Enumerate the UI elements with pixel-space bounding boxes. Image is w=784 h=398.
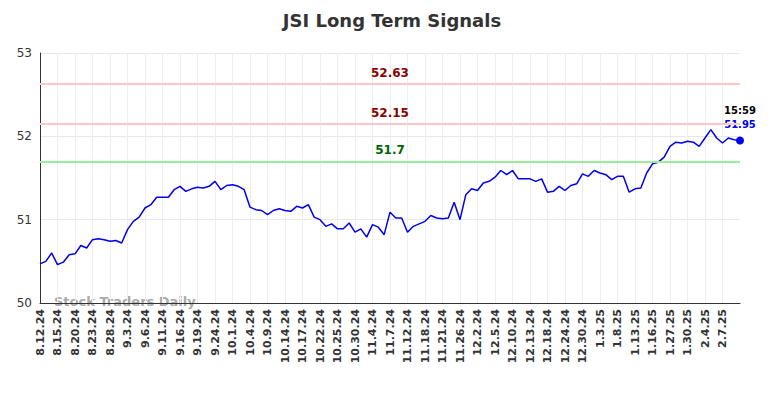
svg-text:9.6.24: 9.6.24 [139,309,152,348]
svg-text:53: 53 [17,46,32,60]
svg-text:Stock Traders Daily: Stock Traders Daily [54,294,196,309]
svg-text:51: 51 [17,213,32,227]
svg-text:10.1.24: 10.1.24 [226,309,239,356]
svg-text:52: 52 [17,129,32,143]
svg-text:2.4.25: 2.4.25 [699,309,712,348]
svg-text:11.7.24: 11.7.24 [384,309,397,356]
svg-text:9.11.24: 9.11.24 [156,309,169,356]
svg-text:8.15.24: 8.15.24 [51,309,64,356]
svg-text:50: 50 [17,296,32,310]
svg-text:10.25.24: 10.25.24 [331,309,344,364]
svg-text:51.7: 51.7 [375,143,405,157]
svg-text:11.26.24: 11.26.24 [454,309,467,364]
svg-text:51.95: 51.95 [724,119,756,130]
svg-text:8.20.24: 8.20.24 [69,309,82,356]
svg-text:10.14.24: 10.14.24 [279,309,292,364]
svg-text:2.7.25: 2.7.25 [716,309,729,348]
svg-text:8.28.24: 8.28.24 [104,309,117,356]
svg-text:15:59: 15:59 [724,105,756,116]
svg-text:8.23.24: 8.23.24 [86,309,99,356]
svg-text:11.12.24: 11.12.24 [401,309,414,364]
svg-text:12.24.24: 12.24.24 [559,309,572,364]
svg-text:9.16.24: 9.16.24 [174,309,187,356]
svg-text:10.9.24: 10.9.24 [261,309,274,356]
svg-text:11.18.24: 11.18.24 [419,309,432,364]
svg-text:10.4.24: 10.4.24 [244,309,257,356]
svg-text:12.10.24: 12.10.24 [506,309,519,364]
svg-text:10.30.24: 10.30.24 [349,309,362,364]
svg-text:12.30.24: 12.30.24 [576,309,589,364]
svg-text:11.4.24: 11.4.24 [366,309,379,356]
svg-text:12.18.24: 12.18.24 [541,309,554,364]
svg-text:1.8.25: 1.8.25 [611,309,624,348]
svg-text:1.3.25: 1.3.25 [594,309,607,348]
svg-text:1.13.25: 1.13.25 [629,309,642,356]
svg-text:11.21.24: 11.21.24 [436,309,449,364]
svg-text:10.22.24: 10.22.24 [314,309,327,364]
svg-text:1.16.25: 1.16.25 [646,309,659,356]
svg-text:9.19.24: 9.19.24 [191,309,204,356]
svg-text:10.17.24: 10.17.24 [296,309,309,364]
svg-text:12.2.24: 12.2.24 [471,309,484,356]
svg-text:1.27.25: 1.27.25 [664,309,677,356]
svg-text:52.63: 52.63 [371,66,409,80]
svg-text:1.30.25: 1.30.25 [681,309,694,356]
svg-text:9.24.24: 9.24.24 [209,309,222,356]
svg-text:12.13.24: 12.13.24 [524,309,537,364]
svg-text:12.5.24: 12.5.24 [489,309,502,356]
svg-text:52.15: 52.15 [371,106,409,120]
svg-text:9.3.24: 9.3.24 [121,309,134,348]
svg-text:8.12.24: 8.12.24 [34,309,47,356]
svg-text:JSI Long Term Signals: JSI Long Term Signals [281,10,501,31]
